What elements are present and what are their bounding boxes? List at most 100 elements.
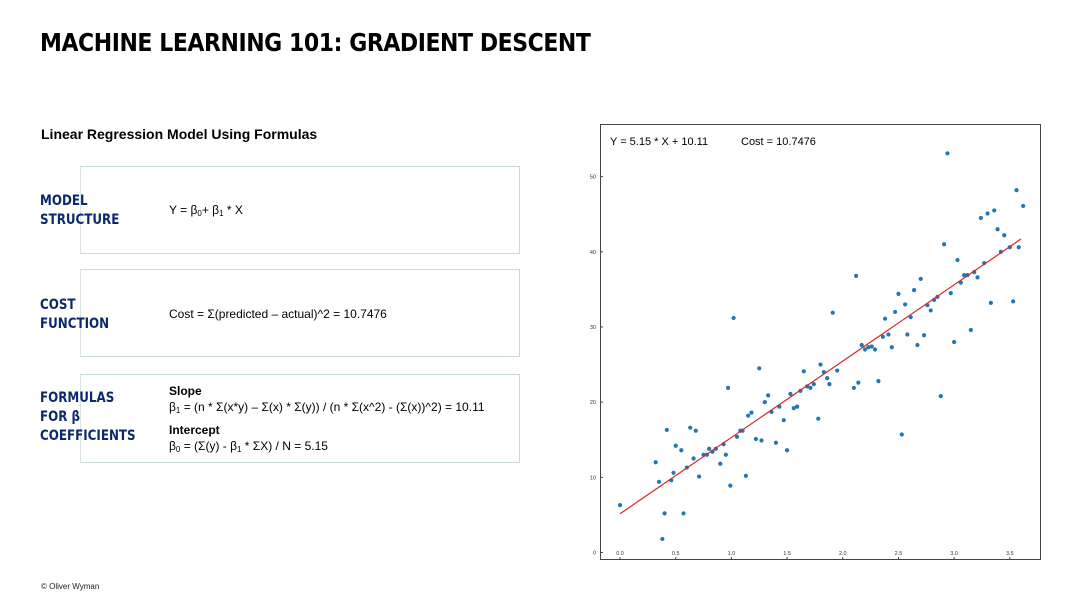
data-point bbox=[859, 342, 864, 348]
slope-formula: β1 = (n * Σ(x*y) – Σ(x) * Σ(y)) / (n * Σ… bbox=[169, 400, 485, 415]
data-point bbox=[688, 425, 693, 430]
y-tick-label: 20 bbox=[590, 400, 596, 406]
data-point bbox=[816, 416, 821, 421]
data-point bbox=[784, 448, 790, 453]
data-point bbox=[681, 511, 686, 516]
data-point bbox=[801, 369, 806, 374]
data-point bbox=[653, 460, 658, 465]
data-point bbox=[795, 404, 800, 409]
data-point bbox=[915, 342, 920, 348]
x-tick-label: 1.5 bbox=[783, 551, 791, 557]
data-point bbox=[889, 345, 894, 350]
data-point bbox=[1002, 233, 1007, 238]
data-point bbox=[773, 440, 779, 445]
data-point bbox=[985, 211, 990, 216]
intercept-heading: Intercept bbox=[169, 423, 220, 437]
data-point bbox=[978, 215, 983, 221]
y-tick-label: 10 bbox=[590, 475, 596, 481]
data-point bbox=[664, 427, 669, 433]
scatter-plot: Y = 5.15 * X + 10.11 Cost = 10.7476 0.0 0… bbox=[590, 124, 1041, 560]
regression-chart: Y = 5.15 * X + 10.11 Cost = 10.7476 0.0 0… bbox=[590, 124, 1041, 560]
coefficients-label: FORMULAS FOR β COEFFICIENTS bbox=[40, 390, 136, 444]
data-point bbox=[825, 375, 830, 381]
data-point bbox=[617, 503, 623, 508]
data-point bbox=[788, 391, 793, 396]
y-tick-label: 30 bbox=[590, 325, 596, 331]
data-point bbox=[854, 273, 859, 278]
data-point bbox=[911, 288, 917, 293]
data-point bbox=[835, 368, 840, 373]
data-point bbox=[728, 483, 733, 488]
data-point bbox=[886, 332, 891, 337]
data-point bbox=[662, 511, 667, 516]
data-point bbox=[876, 378, 881, 384]
data-point bbox=[673, 443, 678, 448]
fit-line bbox=[619, 238, 1022, 515]
data-point bbox=[880, 334, 885, 339]
data-point bbox=[671, 470, 676, 475]
y-tick-label: 40 bbox=[590, 250, 596, 256]
data-point bbox=[811, 381, 816, 387]
data-point bbox=[975, 275, 980, 280]
slope-heading: Slope bbox=[169, 384, 202, 398]
x-tick-label: 3.0 bbox=[950, 551, 958, 557]
data-point bbox=[749, 410, 754, 415]
equation-annotation: Y = 5.15 * X + 10.11 bbox=[610, 136, 708, 148]
plot-frame bbox=[600, 124, 1041, 560]
data-point bbox=[707, 446, 712, 451]
data-point bbox=[851, 385, 857, 390]
data-point bbox=[995, 227, 1000, 232]
data-point bbox=[968, 327, 973, 333]
y-tick-label: 50 bbox=[590, 175, 596, 181]
x-tick-label: 3.5 bbox=[1006, 551, 1014, 557]
data-point bbox=[762, 400, 767, 405]
coefficients-row: FORMULAS FOR β COEFFICIENTS Slope β1 = (… bbox=[40, 374, 520, 464]
cost-function-formula: Cost = Σ(predicted – actual)^2 = 10.7476 bbox=[169, 307, 387, 321]
model-structure-row: MODEL STRUCTURE Y = β0+ β1 * X bbox=[40, 166, 520, 254]
section-subtitle: Linear Regression Model Using Formulas bbox=[41, 126, 318, 142]
data-point bbox=[948, 291, 953, 296]
copyright-footer: © Oliver Wyman bbox=[41, 582, 100, 591]
data-point bbox=[697, 474, 702, 479]
data-point bbox=[1016, 245, 1021, 250]
x-tick-label: 2.0 bbox=[839, 551, 847, 557]
data-point bbox=[896, 291, 901, 296]
data-point bbox=[731, 315, 736, 321]
data-point bbox=[938, 394, 943, 399]
cost-function-label: COST FUNCTION bbox=[40, 297, 110, 332]
data-point bbox=[945, 151, 950, 156]
data-point bbox=[928, 308, 933, 313]
data-point bbox=[1021, 203, 1026, 209]
x-tick-label: 1.0 bbox=[728, 551, 736, 557]
data-point bbox=[952, 339, 957, 345]
model-structure-box bbox=[80, 166, 520, 254]
data-point bbox=[718, 461, 723, 466]
data-point bbox=[908, 315, 913, 320]
data-point bbox=[921, 333, 927, 338]
data-point bbox=[856, 380, 861, 385]
model-structure-formula: Y = β0+ β1 * X bbox=[169, 203, 243, 218]
data-point bbox=[899, 432, 904, 437]
x-tick-label: 0.0 bbox=[616, 551, 624, 557]
data-point bbox=[656, 479, 662, 484]
data-point bbox=[893, 309, 898, 315]
data-point bbox=[791, 406, 796, 411]
data-point bbox=[1011, 299, 1016, 304]
intercept-formula: β0 = (Σ(y) - β1 * ΣX) / N = 5.15 bbox=[169, 439, 328, 454]
data-point bbox=[743, 473, 748, 478]
data-point bbox=[905, 332, 910, 337]
data-point bbox=[830, 310, 835, 315]
slide-title: MACHINE LEARNING 101: GRADIENT DESCENT bbox=[40, 28, 591, 57]
data-point bbox=[725, 385, 731, 390]
data-point bbox=[679, 448, 684, 453]
data-point bbox=[808, 385, 813, 390]
data-point bbox=[992, 208, 997, 213]
y-tick-label: 0 bbox=[593, 550, 596, 556]
x-tick-label: 0.5 bbox=[672, 551, 680, 557]
data-point bbox=[693, 428, 698, 433]
model-structure-label: MODEL STRUCTURE bbox=[40, 193, 120, 228]
x-tick-label: 2.5 bbox=[895, 551, 903, 557]
data-point bbox=[866, 345, 871, 350]
data-point bbox=[757, 366, 762, 371]
data-point bbox=[862, 347, 868, 352]
